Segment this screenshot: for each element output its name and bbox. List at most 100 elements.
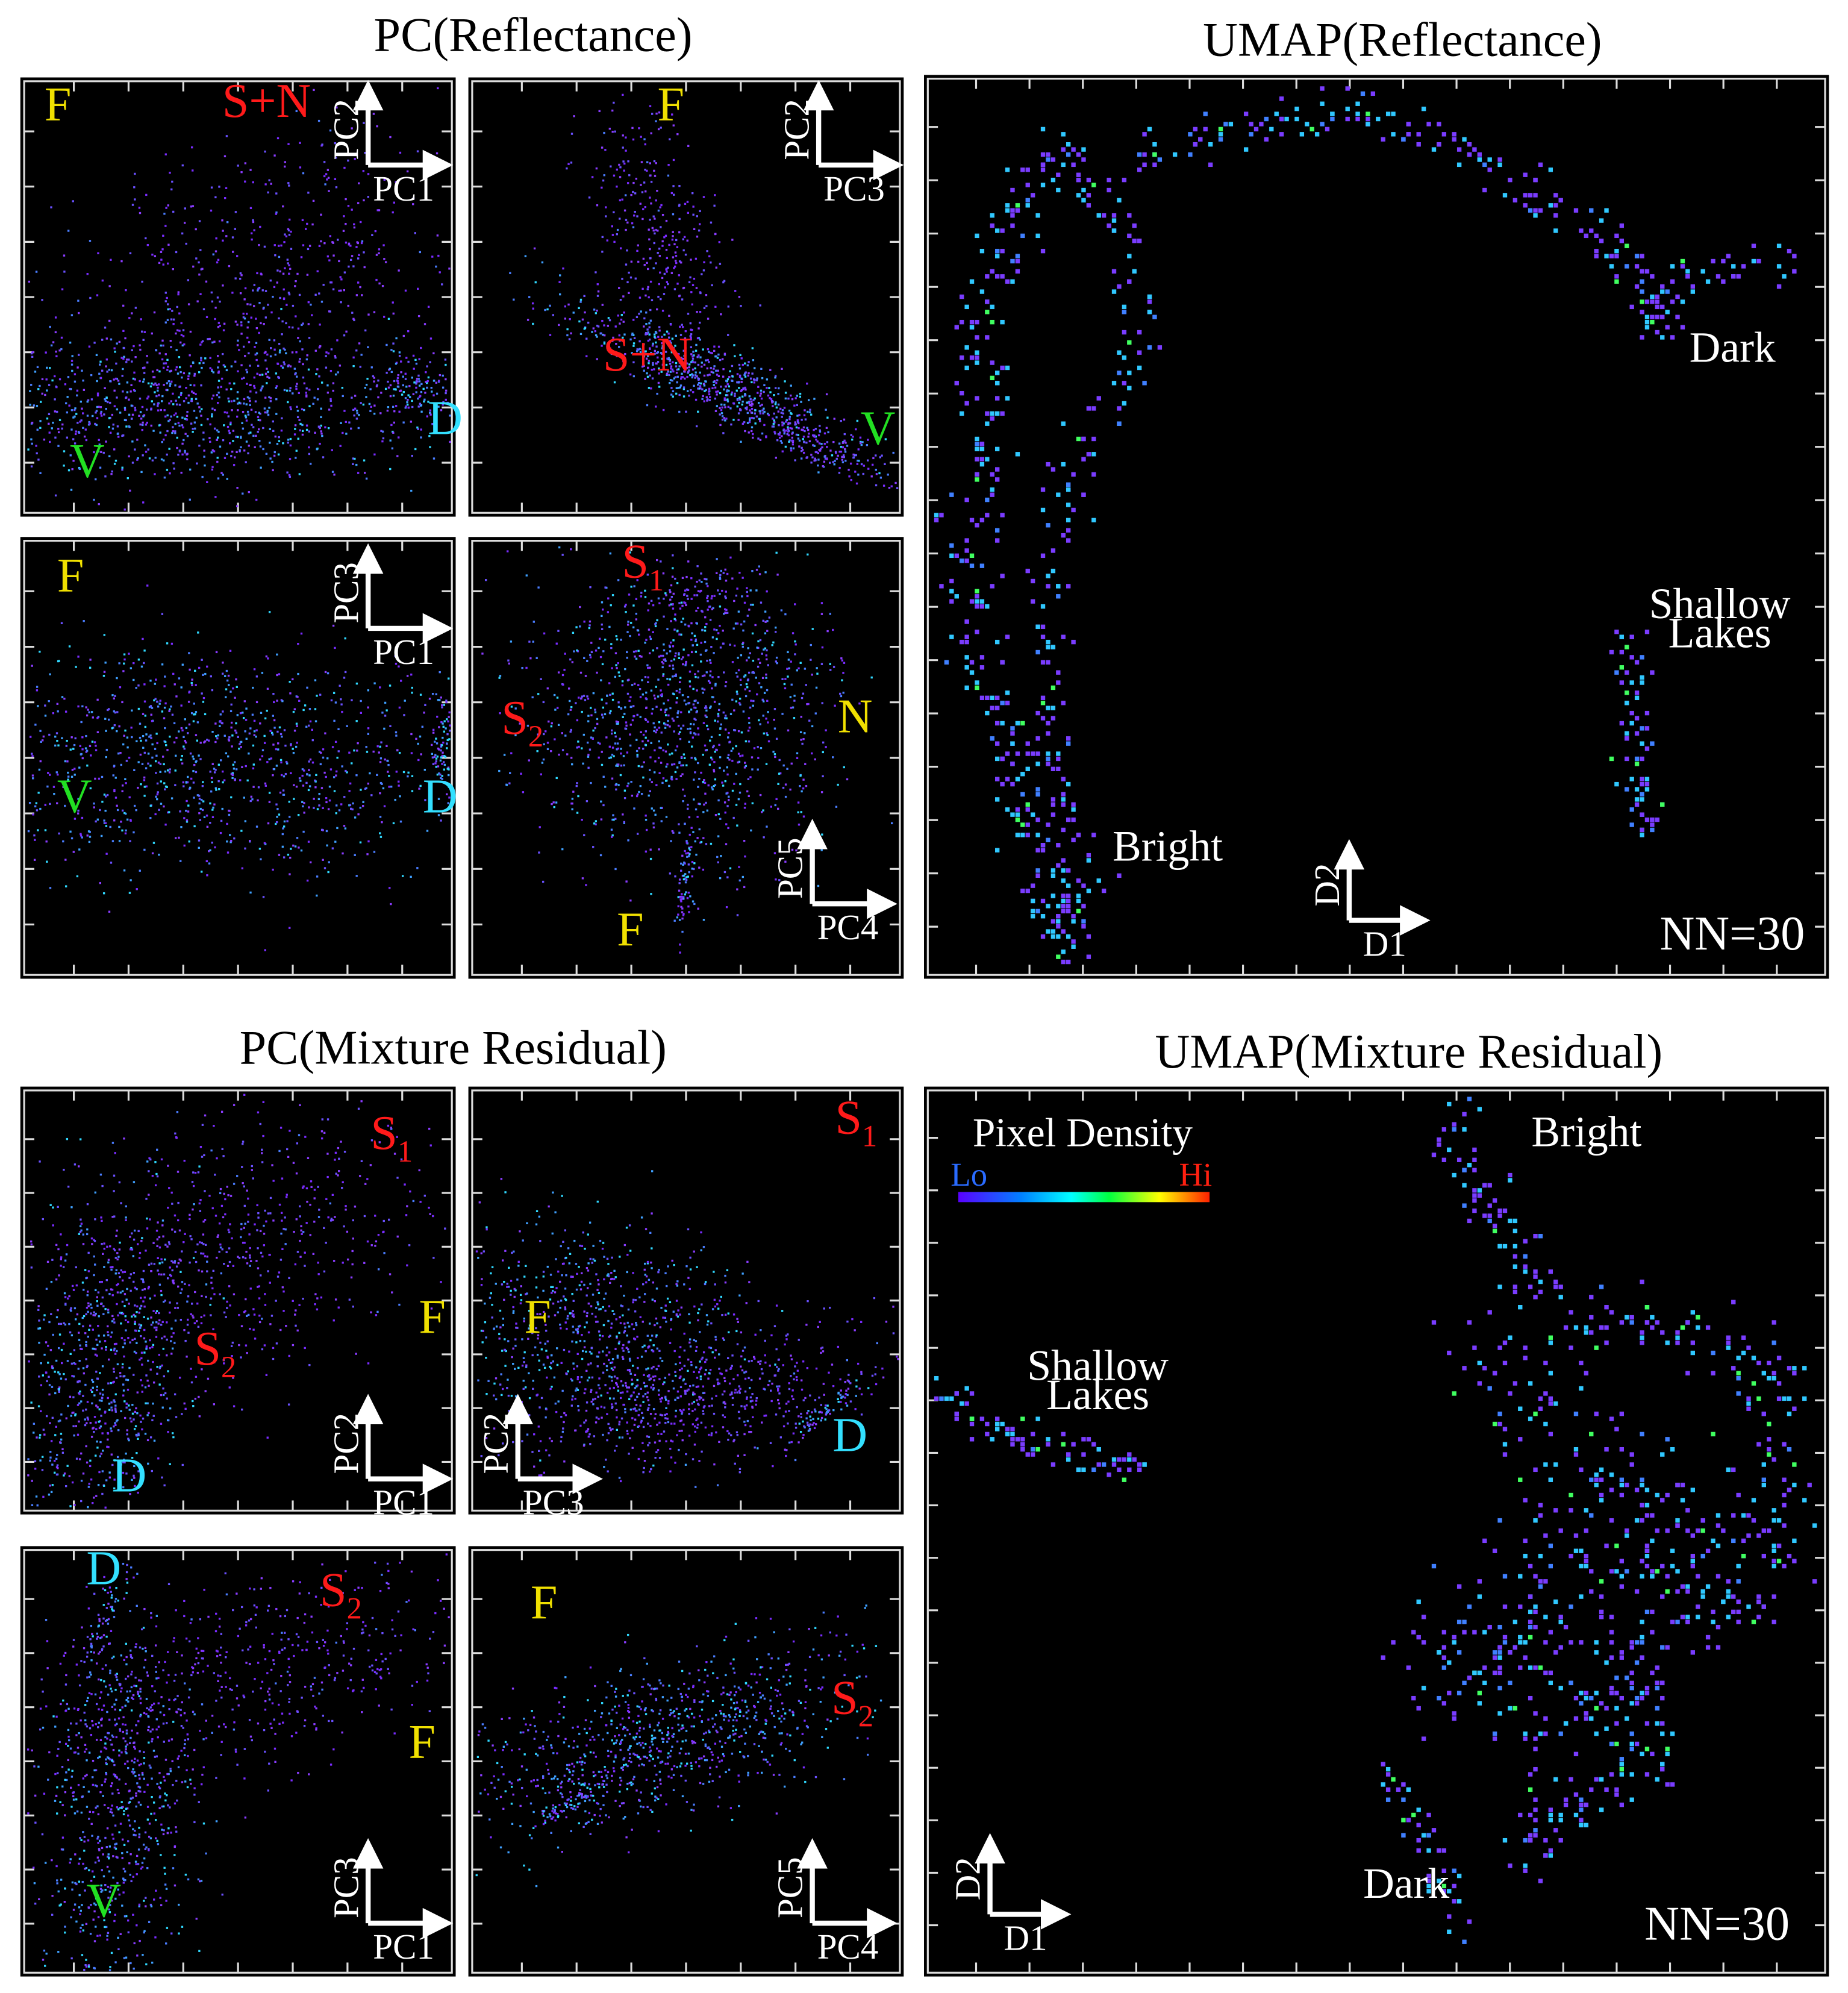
- point: [767, 394, 770, 397]
- point: [389, 368, 392, 370]
- point: [170, 346, 172, 348]
- point: [272, 420, 275, 423]
- point: [75, 413, 78, 415]
- point: [415, 386, 417, 389]
- point: [738, 760, 741, 763]
- point: [625, 219, 628, 221]
- point: [650, 352, 652, 354]
- point: [48, 700, 50, 702]
- point: [590, 642, 593, 644]
- point: [264, 183, 267, 186]
- point: [650, 387, 652, 390]
- point: [737, 798, 740, 801]
- point: [137, 684, 140, 687]
- point: [788, 416, 791, 418]
- point: [258, 331, 260, 334]
- point: [379, 792, 381, 795]
- point: [724, 399, 727, 402]
- point: [550, 725, 553, 728]
- point: [866, 444, 869, 446]
- point: [675, 675, 677, 677]
- point: [669, 591, 672, 593]
- point: [369, 410, 372, 412]
- point: [813, 434, 816, 437]
- point: [193, 421, 196, 424]
- point: [154, 255, 157, 257]
- point: [668, 314, 670, 317]
- point: [208, 862, 211, 865]
- point: [96, 717, 99, 719]
- point: [119, 411, 122, 414]
- point: [544, 308, 546, 311]
- point: [663, 659, 665, 661]
- point: [615, 720, 618, 723]
- point: [362, 403, 365, 406]
- point: [82, 427, 84, 429]
- point: [60, 348, 63, 351]
- point: [211, 816, 214, 818]
- point: [407, 771, 410, 774]
- point: [679, 677, 682, 679]
- point: [667, 283, 669, 286]
- point: [386, 745, 388, 747]
- point: [655, 112, 658, 115]
- point: [321, 434, 323, 437]
- point: [240, 274, 243, 277]
- point: [838, 472, 841, 474]
- point: [70, 360, 73, 362]
- point: [229, 421, 232, 424]
- point: [715, 369, 717, 372]
- point: [326, 672, 329, 675]
- point: [726, 756, 729, 759]
- point: [88, 421, 90, 424]
- point: [339, 445, 342, 447]
- point: [143, 751, 146, 754]
- point: [717, 632, 720, 634]
- point: [826, 446, 828, 448]
- point: [211, 731, 214, 733]
- point: [130, 384, 133, 386]
- point: [636, 348, 638, 351]
- point: [626, 631, 629, 633]
- point: [358, 414, 360, 416]
- point: [432, 731, 435, 734]
- point: [191, 678, 193, 681]
- point: [226, 425, 229, 428]
- point: [685, 662, 687, 665]
- point: [222, 781, 224, 784]
- point: [655, 228, 657, 231]
- point: [140, 330, 143, 333]
- point: [684, 623, 687, 626]
- point: [673, 265, 676, 268]
- point: [690, 338, 692, 341]
- point: [691, 328, 693, 331]
- point: [604, 639, 607, 641]
- point: [148, 706, 151, 709]
- point: [210, 209, 213, 212]
- point: [822, 751, 824, 754]
- point: [645, 331, 648, 334]
- point: [275, 748, 278, 751]
- point: [616, 722, 618, 725]
- point: [352, 457, 354, 460]
- point: [80, 753, 83, 756]
- point: [263, 742, 266, 744]
- point: [679, 325, 681, 328]
- point: [211, 407, 214, 410]
- point: [436, 715, 439, 718]
- point: [666, 271, 668, 273]
- point: [601, 751, 603, 753]
- point: [282, 272, 285, 275]
- point: [252, 219, 254, 222]
- point: [77, 705, 80, 708]
- point: [55, 355, 58, 357]
- point: [64, 402, 67, 405]
- point: [267, 413, 270, 416]
- point: [164, 740, 167, 743]
- point: [765, 673, 767, 676]
- point: [201, 366, 203, 369]
- point: [446, 401, 449, 404]
- point: [445, 389, 448, 392]
- point: [690, 361, 693, 363]
- point: [661, 345, 664, 348]
